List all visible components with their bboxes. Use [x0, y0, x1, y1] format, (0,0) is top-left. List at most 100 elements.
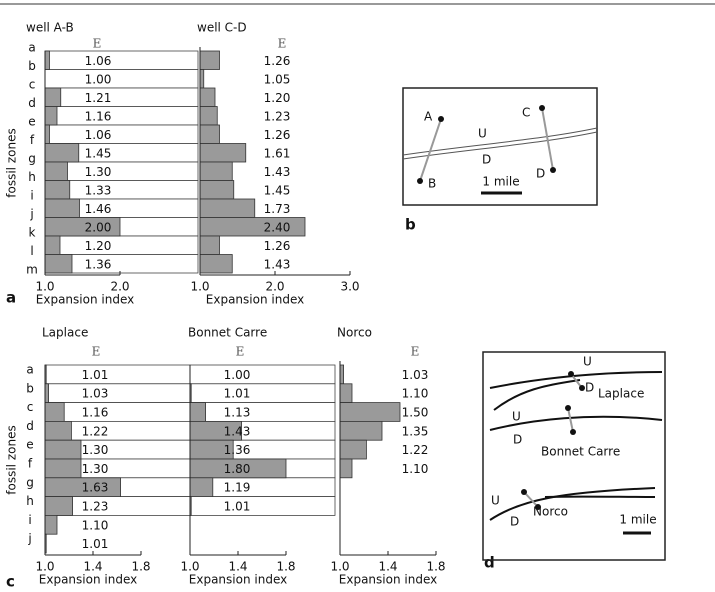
well-label: B: [428, 177, 436, 191]
panel-label: d: [484, 554, 495, 572]
zone-label: m: [26, 263, 38, 277]
x-tick-label: 1.0: [330, 560, 349, 574]
bar: [339, 458, 353, 479]
zone-label: c: [27, 400, 34, 414]
value-label: 1.22: [82, 424, 109, 438]
bar: [44, 235, 61, 255]
value-label: 1.43: [264, 165, 291, 179]
bar: [44, 87, 62, 107]
zone-label: d: [28, 96, 36, 110]
row-box: [189, 496, 336, 516]
value-label: 1.36: [224, 443, 251, 457]
well-point: [570, 429, 576, 435]
frame: [482, 351, 666, 561]
bar: [339, 439, 367, 460]
column-header: E: [236, 345, 245, 359]
panel-label: b: [405, 216, 416, 234]
zone-label: i: [28, 513, 31, 527]
bar: [44, 50, 50, 70]
value-label: 1.45: [264, 183, 291, 197]
fault: [402, 127, 598, 156]
x-tick-label: 1.8: [276, 560, 295, 574]
chart-title: well C-D: [197, 21, 247, 35]
fault: [489, 487, 656, 521]
value-label: 1.61: [264, 146, 291, 160]
bar: [199, 69, 205, 89]
bar: [199, 50, 220, 70]
value-label: 1.33: [85, 183, 112, 197]
value-label: 1.01: [82, 368, 109, 382]
value-label: 1.06: [85, 128, 112, 142]
zone-label: i: [30, 189, 33, 203]
well-point: [579, 385, 585, 391]
value-label: 1.50: [402, 406, 429, 420]
side-label: D: [513, 433, 522, 447]
well: [523, 491, 539, 508]
column-header: E: [411, 345, 420, 359]
value-label: 1.00: [224, 368, 251, 382]
value-label: 1.45: [85, 146, 112, 160]
zone-label: a: [26, 363, 33, 377]
zone-label: a: [28, 41, 35, 55]
bar: [44, 383, 49, 403]
well: [419, 118, 442, 182]
value-label: 2.00: [85, 220, 112, 234]
bar: [44, 439, 82, 460]
panel-label: c: [6, 573, 15, 591]
well-point: [565, 405, 571, 411]
zone-label: g: [28, 152, 36, 166]
zone-label: d: [26, 419, 34, 433]
value-label: 1.01: [224, 500, 251, 514]
fault: [493, 379, 581, 411]
zone-label: e: [28, 115, 35, 129]
x-tick-label: 1.0: [35, 560, 54, 574]
x-tick-label: 2.0: [265, 280, 284, 294]
row-box: [189, 402, 336, 422]
bar: [44, 458, 82, 479]
y-axis-label: fossil zones: [5, 128, 19, 197]
value-label: 1.05: [264, 72, 291, 86]
frame: [402, 87, 598, 206]
panel-label: a: [6, 289, 16, 307]
bar: [44, 106, 58, 126]
x-axis-label: Expansion index: [36, 293, 134, 307]
value-label: 1.43: [224, 424, 251, 438]
well-label: D: [536, 167, 545, 181]
row-box: [44, 87, 199, 107]
well-label: A: [424, 110, 433, 124]
value-label: 1.06: [85, 54, 112, 68]
chart-title: Bonnet Carre: [188, 326, 267, 340]
x-tick-label: 2.0: [110, 280, 129, 294]
side-label: U: [512, 410, 521, 424]
zone-label: b: [26, 381, 34, 395]
well: [567, 407, 574, 433]
value-label: 1.20: [85, 239, 112, 253]
well-point: [535, 504, 541, 510]
side-label: U: [491, 494, 500, 508]
well-label: C: [522, 106, 530, 120]
x-tick-label: 1.4: [378, 560, 397, 574]
value-label: 1.23: [264, 109, 291, 123]
value-label: 1.00: [85, 72, 112, 86]
x-tick-label: 1.8: [131, 560, 150, 574]
bar: [199, 106, 218, 126]
zone-label: h: [26, 494, 34, 508]
bar: [199, 235, 220, 255]
value-label: 1.03: [402, 368, 429, 382]
row-box: [44, 50, 199, 70]
bar: [199, 198, 256, 218]
bar: [199, 161, 233, 181]
row-box: [44, 69, 199, 89]
value-label: 1.36: [85, 257, 112, 271]
bar: [199, 180, 235, 200]
zone-label: h: [28, 170, 36, 184]
diagram-b: A B C D U D 1 mile: [402, 87, 598, 206]
fault: [489, 415, 663, 431]
x-tick-label: 1.8: [426, 560, 445, 574]
zone-label: k: [29, 226, 36, 240]
bar: [44, 515, 58, 535]
y-axis-label: fossil zones: [5, 425, 19, 494]
zone-label: f: [30, 133, 35, 147]
column-header: E: [92, 345, 101, 359]
x-axis-label: Expansion index: [206, 293, 304, 307]
